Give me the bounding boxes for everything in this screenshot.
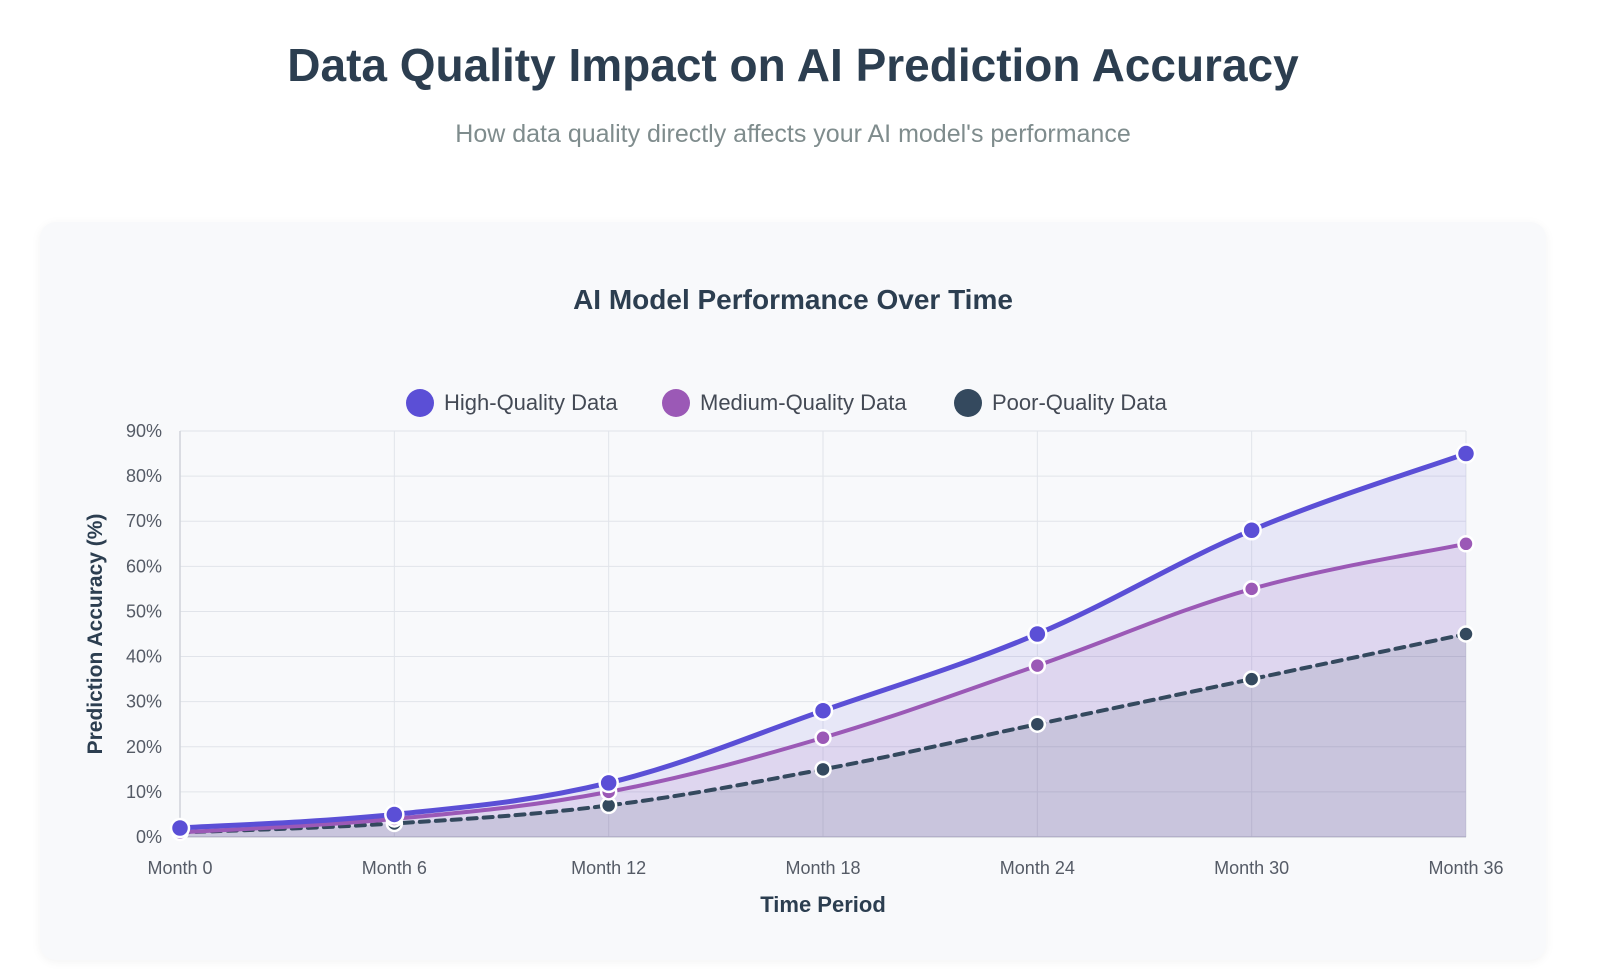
page-subtitle: How data quality directly affects your A… [455, 120, 1131, 148]
high-quality-data-point[interactable] [1027, 623, 1048, 645]
x-tick-label: Month 24 [1000, 858, 1075, 878]
x-axis-label: Time Period [760, 892, 886, 917]
y-tick-label: 0% [136, 827, 162, 847]
series-points [169, 443, 1477, 842]
y-tick-label: 50% [126, 601, 162, 621]
x-axis-ticks: Month 0 Month 6 Month 12 Month 18 Month 24 Mo… [147, 858, 1503, 878]
poor-quality-data-point[interactable] [814, 760, 832, 779]
series-fills [180, 453, 1466, 837]
poor-quality-data-point[interactable] [1242, 670, 1261, 688]
medium-quality-data-point[interactable] [814, 729, 832, 747]
x-tick-label: Month 12 [571, 858, 646, 878]
y-tick-label: 10% [126, 782, 162, 802]
high-quality-data-point[interactable] [1455, 443, 1477, 464]
x-tick-label: Month 18 [785, 858, 860, 878]
y-tick-label: 20% [126, 737, 162, 757]
legend-swatch [406, 389, 434, 417]
poor-quality-data-area [180, 634, 1466, 837]
chart-legend: High-Quality Data Medium-Quality Data Poor… [406, 389, 1168, 417]
poor-quality-data-point[interactable] [1457, 625, 1475, 643]
y-tick-label: 30% [126, 692, 162, 712]
legend-label: Poor-Quality Data [992, 390, 1168, 415]
legend-swatch [662, 389, 690, 417]
medium-quality-data-point[interactable] [1028, 656, 1047, 675]
x-tick-label: Month 30 [1214, 858, 1289, 878]
medium-quality-data-point[interactable] [1457, 535, 1475, 553]
poor-quality-data-point[interactable] [1028, 715, 1047, 733]
y-axis-ticks: 0% 10% 20% 30% 40% 50% 60% 70% 80% 90% [126, 421, 162, 847]
x-tick-label: Month 0 [147, 858, 212, 878]
y-tick-label: 80% [126, 466, 162, 486]
high-quality-data-area [180, 453, 1466, 837]
page-title: Data Quality Impact on AI Prediction Acc… [287, 39, 1299, 91]
legend-label: Medium-Quality Data [700, 390, 907, 415]
high-quality-data-point[interactable] [812, 700, 834, 721]
x-tick-label: Month 6 [362, 858, 427, 878]
legend-swatch [954, 389, 982, 417]
y-tick-label: 40% [126, 647, 162, 667]
high-quality-data-point[interactable] [598, 772, 619, 794]
x-tick-label: Month 36 [1428, 858, 1503, 878]
y-tick-label: 60% [126, 556, 162, 576]
y-axis-label: Prediction Accuracy (%) [84, 514, 107, 755]
high-quality-data-point[interactable] [384, 804, 405, 825]
legend-label: High-Quality Data [444, 390, 618, 415]
legend-item-medium-quality-data[interactable]: Medium-Quality Data [662, 389, 907, 417]
medium-quality-data-area [180, 543, 1466, 837]
legend-item-poor-quality-data[interactable]: Poor-Quality Data [954, 389, 1168, 417]
chart-title: AI Model Performance Over Time [573, 284, 1013, 315]
medium-quality-data-point[interactable] [1242, 580, 1261, 598]
y-tick-label: 70% [126, 511, 162, 531]
high-quality-data-point[interactable] [169, 817, 191, 839]
y-tick-label: 90% [126, 421, 162, 441]
high-quality-data-point[interactable] [1241, 519, 1262, 541]
legend-item-high-quality-data[interactable]: High-Quality Data [406, 389, 618, 417]
